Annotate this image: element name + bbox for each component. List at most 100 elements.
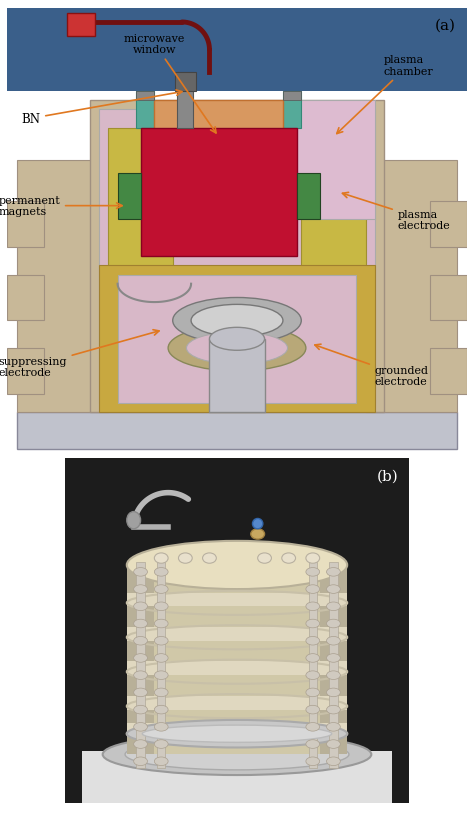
Bar: [283, 92, 301, 101]
Bar: [301, 129, 365, 275]
Bar: [127, 565, 155, 754]
Ellipse shape: [155, 654, 168, 663]
Ellipse shape: [306, 554, 319, 563]
Ellipse shape: [306, 722, 319, 731]
Bar: [90, 101, 384, 413]
Bar: [136, 92, 155, 129]
Bar: [118, 275, 356, 404]
Ellipse shape: [327, 654, 340, 663]
Ellipse shape: [327, 568, 340, 577]
Ellipse shape: [155, 554, 168, 563]
Ellipse shape: [155, 585, 168, 594]
Ellipse shape: [327, 740, 340, 749]
Bar: [127, 627, 347, 641]
Ellipse shape: [155, 705, 168, 714]
Bar: [82, 751, 392, 803]
Ellipse shape: [186, 333, 288, 364]
Ellipse shape: [327, 585, 340, 594]
Bar: [283, 92, 301, 129]
Ellipse shape: [173, 298, 301, 344]
Ellipse shape: [178, 554, 192, 563]
Bar: [127, 593, 347, 607]
Bar: [8, 275, 44, 321]
Bar: [8, 201, 44, 247]
Text: suppressing
electrode: suppressing electrode: [0, 330, 159, 378]
Ellipse shape: [306, 654, 319, 663]
Ellipse shape: [306, 740, 319, 749]
Ellipse shape: [327, 757, 340, 766]
Bar: [127, 696, 347, 710]
Ellipse shape: [327, 722, 340, 731]
Ellipse shape: [306, 705, 319, 714]
Text: (b): (b): [377, 469, 399, 483]
Ellipse shape: [134, 585, 147, 594]
Ellipse shape: [155, 757, 168, 766]
Ellipse shape: [134, 740, 147, 749]
Ellipse shape: [327, 619, 340, 628]
Bar: [67, 14, 95, 37]
Ellipse shape: [134, 671, 147, 680]
Ellipse shape: [127, 512, 141, 529]
Bar: [99, 266, 375, 413]
Bar: [136, 92, 155, 101]
Ellipse shape: [327, 602, 340, 611]
Bar: [8, 9, 466, 92]
Ellipse shape: [306, 671, 319, 680]
Text: (a): (a): [435, 18, 456, 32]
Text: microwave
window: microwave window: [124, 34, 216, 133]
Ellipse shape: [258, 554, 272, 563]
Ellipse shape: [134, 619, 147, 628]
Ellipse shape: [306, 636, 319, 645]
Ellipse shape: [327, 688, 340, 697]
Ellipse shape: [134, 602, 147, 611]
Text: plasma
chamber: plasma chamber: [337, 55, 434, 134]
Ellipse shape: [327, 705, 340, 714]
Ellipse shape: [134, 722, 147, 731]
Ellipse shape: [155, 722, 168, 731]
Ellipse shape: [306, 619, 319, 628]
Ellipse shape: [306, 568, 319, 577]
Text: grounded
electrode: grounded electrode: [315, 345, 429, 387]
Bar: [99, 110, 375, 404]
Ellipse shape: [127, 720, 347, 748]
Ellipse shape: [210, 328, 264, 351]
Ellipse shape: [306, 585, 319, 594]
Bar: [319, 565, 347, 754]
Ellipse shape: [134, 705, 147, 714]
Ellipse shape: [306, 688, 319, 697]
Ellipse shape: [155, 568, 168, 577]
Bar: [137, 562, 145, 768]
Ellipse shape: [134, 757, 147, 766]
Ellipse shape: [202, 554, 216, 563]
Text: permanent
magnets: permanent magnets: [0, 196, 122, 217]
Ellipse shape: [191, 305, 283, 337]
Ellipse shape: [155, 671, 168, 680]
Ellipse shape: [103, 734, 371, 775]
Bar: [127, 723, 347, 737]
Bar: [309, 562, 317, 768]
Bar: [210, 339, 264, 413]
Bar: [175, 74, 196, 92]
Bar: [430, 201, 466, 247]
Ellipse shape: [306, 757, 319, 766]
Bar: [109, 129, 173, 275]
Ellipse shape: [327, 671, 340, 680]
Ellipse shape: [155, 688, 168, 697]
Ellipse shape: [155, 619, 168, 628]
Ellipse shape: [327, 636, 340, 645]
Bar: [157, 562, 165, 768]
Ellipse shape: [168, 326, 306, 372]
Ellipse shape: [282, 554, 296, 563]
Text: plasma
electrode: plasma electrode: [342, 193, 450, 231]
Bar: [329, 562, 337, 768]
Ellipse shape: [134, 654, 147, 663]
Bar: [297, 174, 319, 220]
Ellipse shape: [251, 529, 264, 540]
Bar: [365, 161, 457, 413]
Ellipse shape: [155, 602, 168, 611]
Bar: [155, 101, 283, 174]
Bar: [127, 565, 347, 754]
Bar: [127, 662, 347, 676]
Ellipse shape: [125, 739, 349, 770]
Ellipse shape: [306, 602, 319, 611]
